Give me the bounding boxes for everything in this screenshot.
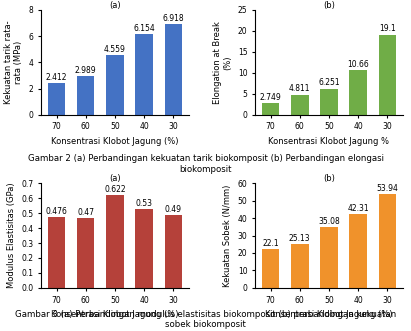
Text: 0.47: 0.47 <box>77 208 94 217</box>
Title: (a): (a) <box>109 174 121 183</box>
Text: 42.31: 42.31 <box>347 204 369 213</box>
Text: 6.918: 6.918 <box>162 14 184 23</box>
Text: 0.476: 0.476 <box>46 207 67 216</box>
Bar <box>320 89 338 115</box>
Bar <box>48 83 65 115</box>
Bar <box>379 194 396 288</box>
Bar <box>262 249 279 288</box>
Bar <box>291 95 309 115</box>
Text: 4.559: 4.559 <box>104 45 126 54</box>
Bar <box>349 214 367 288</box>
Text: 19.1: 19.1 <box>379 24 396 33</box>
Bar <box>135 209 153 288</box>
Text: 0.53: 0.53 <box>136 199 152 208</box>
Text: 6.251: 6.251 <box>318 78 340 87</box>
Bar <box>291 244 309 288</box>
Text: Gambar 3 (a) Perbandingan modulus elastisitas biokomposit (b) perbandingan kekua: Gambar 3 (a) Perbandingan modulus elasti… <box>15 310 396 329</box>
Y-axis label: Elongation at Break
(%): Elongation at Break (%) <box>213 21 232 104</box>
X-axis label: Konsentrasi Klobot Jagung %: Konsentrasi Klobot Jagung % <box>268 137 390 146</box>
Title: (b): (b) <box>323 174 335 183</box>
Text: 53.94: 53.94 <box>376 184 398 193</box>
Text: 2.749: 2.749 <box>260 93 282 102</box>
Y-axis label: Modulus Elastisitas (GPa): Modulus Elastisitas (GPa) <box>7 183 16 288</box>
Text: Gambar 2 (a) Perbandingan kekuatan tarik biokomposit (b) Perbandingan elongasi
b: Gambar 2 (a) Perbandingan kekuatan tarik… <box>28 154 383 173</box>
Text: 10.66: 10.66 <box>347 60 369 69</box>
Bar <box>48 216 65 288</box>
Text: 35.08: 35.08 <box>318 217 340 226</box>
Bar <box>164 214 182 288</box>
Text: 22.1: 22.1 <box>262 239 279 249</box>
Bar <box>164 24 182 115</box>
X-axis label: Konsentrasi Klobot Jagung (%): Konsentrasi Klobot Jagung (%) <box>51 310 179 319</box>
Bar <box>262 103 279 115</box>
Bar <box>77 217 95 288</box>
Bar <box>106 55 124 115</box>
Y-axis label: Kekuatan Sobek (N/mm): Kekuatan Sobek (N/mm) <box>223 184 232 287</box>
Bar <box>135 34 153 115</box>
Bar <box>379 35 396 115</box>
Title: (a): (a) <box>109 1 121 10</box>
Bar <box>349 70 367 115</box>
Text: 25.13: 25.13 <box>289 234 311 243</box>
Bar <box>77 76 95 115</box>
Text: 2.412: 2.412 <box>46 73 67 82</box>
X-axis label: Konsentrasi Klobot Jagung (%): Konsentrasi Klobot Jagung (%) <box>265 310 393 319</box>
Text: 2.989: 2.989 <box>75 66 97 74</box>
Text: 0.622: 0.622 <box>104 185 126 194</box>
X-axis label: Konsentrasi Klobot Jagung (%): Konsentrasi Klobot Jagung (%) <box>51 137 179 146</box>
Bar <box>106 195 124 288</box>
Bar <box>320 227 338 288</box>
Text: 6.154: 6.154 <box>133 24 155 33</box>
Title: (b): (b) <box>323 1 335 10</box>
Text: 4.811: 4.811 <box>289 84 311 93</box>
Text: 0.49: 0.49 <box>165 205 182 214</box>
Y-axis label: Kekuatan tarik rata-
rata (MPa): Kekuatan tarik rata- rata (MPa) <box>4 21 23 104</box>
